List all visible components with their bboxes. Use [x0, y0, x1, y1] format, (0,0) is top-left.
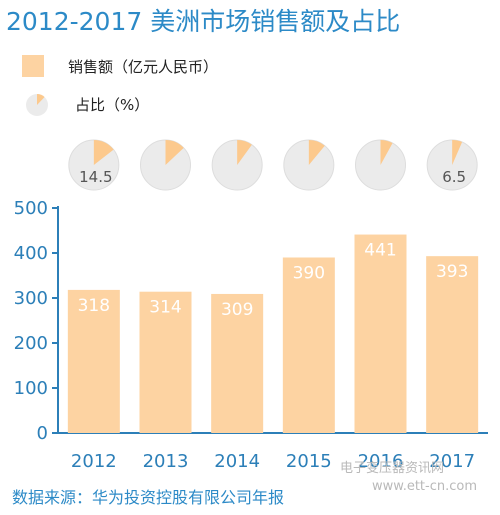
y-axis: 0 100 200 300 400 500	[14, 198, 488, 444]
bar-2015	[282, 257, 335, 433]
share-pie-2017: 6.5	[426, 139, 478, 191]
share-pies: 14.5 6.5	[68, 139, 478, 191]
bar-value-label: 393	[436, 262, 468, 282]
x-tick-label: 2017	[429, 451, 475, 472]
legend-sales-label: 销售额（亿元人民币）	[68, 58, 218, 76]
bars: 318 314 309 390 441 393	[67, 234, 479, 433]
share-pie-slice	[237, 140, 252, 165]
watermark-url: www.ett-cn.com	[372, 479, 477, 494]
legend-share-pie-slice	[37, 94, 45, 105]
legend-sales-swatch	[22, 55, 44, 77]
bar-2016	[354, 234, 407, 433]
bar-2012	[67, 289, 120, 433]
y-tick-label: 100	[14, 378, 48, 399]
bar-value-label: 318	[78, 296, 110, 316]
legend-share-label: 占比（%）	[75, 96, 149, 114]
x-tick-label: 2015	[286, 451, 332, 472]
source-note: 数据来源：华为投资控股有限公司年报	[12, 488, 284, 507]
bar-2013	[139, 291, 192, 433]
bar-value-label: 441	[364, 241, 396, 261]
chart-title: 2012-2017 美洲市场销售额及占比	[6, 7, 400, 36]
y-tick-label: 0	[37, 423, 48, 444]
y-tick-label: 500	[14, 198, 48, 219]
share-pie-2016	[355, 139, 406, 191]
share-pie-2013	[140, 139, 191, 191]
share-pie-slice	[380, 140, 393, 165]
x-tick-label: 2014	[214, 451, 260, 472]
bar-value-label: 309	[221, 300, 253, 320]
x-tick-label: 2012	[71, 451, 117, 472]
x-tick-label: 2013	[143, 451, 189, 472]
legend: 销售额（亿元人民币） 占比（%）	[22, 55, 218, 116]
share-pie-2015	[283, 139, 335, 191]
watermark-cn: 电子变压器资讯网	[340, 460, 444, 476]
bar-2014	[211, 293, 264, 433]
bar-value-label: 390	[293, 264, 325, 284]
bar-2017	[426, 256, 479, 433]
share-pie-label: 6.5	[442, 168, 466, 186]
share-pie-label: 14.5	[79, 168, 112, 186]
share-pie-slice	[308, 140, 325, 165]
watermark: 电子变压器资讯网 www.ett-cn.com	[340, 460, 477, 494]
x-tick-label: 2016	[358, 451, 404, 472]
share-pie-slice	[93, 140, 114, 165]
share-pie-slice	[165, 140, 184, 165]
y-tick-label: 200	[14, 333, 48, 354]
y-tick-label: 300	[14, 288, 48, 309]
legend-share-icon	[26, 94, 48, 116]
share-pie-slice	[452, 140, 463, 165]
share-pie-2012: 14.5	[68, 139, 120, 191]
y-tick-label: 400	[14, 243, 48, 264]
x-axis-labels: 2012 2013 2014 2015 2016 2017	[71, 451, 475, 472]
share-pie-2014	[211, 139, 263, 191]
bar-value-label: 314	[149, 298, 181, 318]
